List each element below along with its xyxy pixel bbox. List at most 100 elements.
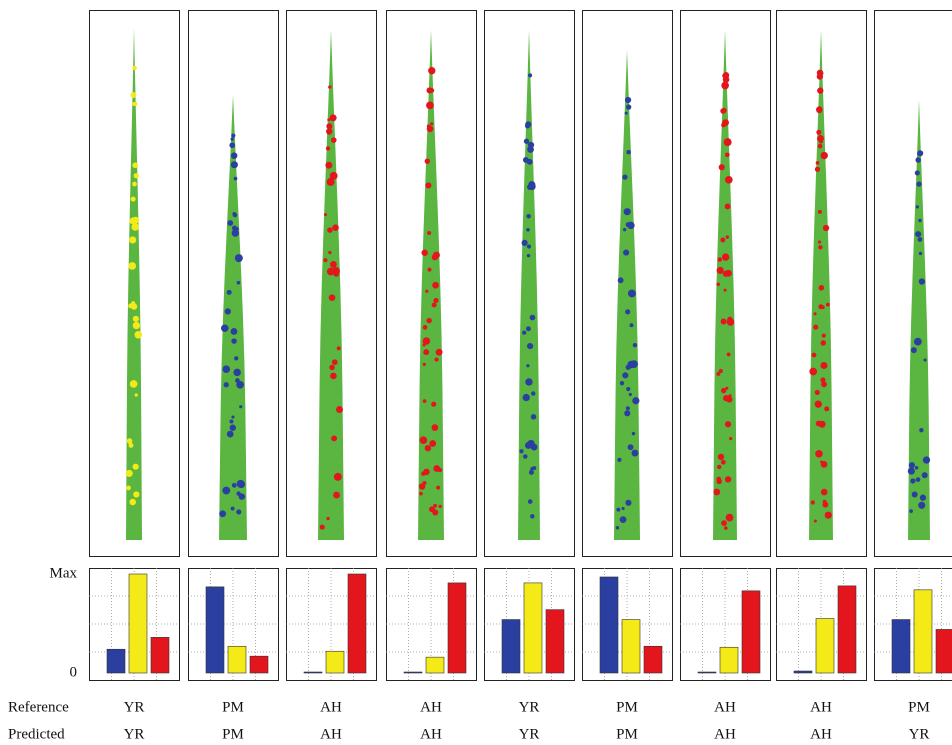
leaf-spot bbox=[630, 363, 633, 366]
leaf-spot bbox=[820, 362, 827, 369]
leaf-spot bbox=[722, 73, 727, 78]
leaf-spot bbox=[231, 507, 235, 511]
leaf-spot bbox=[526, 326, 531, 331]
leaf-spot bbox=[236, 381, 244, 389]
leaf-spot bbox=[915, 157, 921, 163]
leaf-spot bbox=[134, 173, 139, 178]
leaf-spot bbox=[439, 505, 442, 508]
leaf-spot bbox=[727, 318, 735, 326]
leaf-spot bbox=[721, 319, 727, 325]
leaf-spot bbox=[721, 123, 726, 128]
reference-label: AH bbox=[714, 699, 736, 715]
leaf-spot bbox=[912, 491, 918, 497]
leaf-spot bbox=[626, 222, 631, 227]
leaf-spot bbox=[234, 356, 238, 360]
leaf-spot bbox=[425, 290, 428, 293]
leaf-spot bbox=[236, 509, 241, 514]
leaf-spot bbox=[717, 267, 724, 274]
leaf-spot bbox=[721, 82, 729, 90]
leaf-spot bbox=[725, 421, 731, 427]
predicted-label: AH bbox=[714, 726, 736, 742]
leaf-spot bbox=[818, 210, 822, 214]
leaf-spot bbox=[336, 406, 343, 413]
leaf-spot bbox=[816, 161, 820, 165]
leaf-spot bbox=[530, 467, 534, 471]
leaf-spot bbox=[126, 470, 133, 477]
leaf-spot bbox=[908, 467, 915, 474]
leaf-spot bbox=[436, 486, 440, 490]
leaf-spot bbox=[522, 331, 526, 335]
leaf-spot bbox=[632, 432, 635, 435]
leaf-spot bbox=[618, 277, 624, 283]
leaf-spot bbox=[434, 357, 438, 361]
bar bbox=[404, 672, 422, 673]
leaf-spot bbox=[620, 381, 624, 385]
leaf-spot bbox=[919, 278, 925, 284]
leaf-spot bbox=[421, 250, 427, 256]
leaf-spot bbox=[625, 97, 631, 103]
leaf-spot bbox=[630, 323, 634, 327]
leaf-spot bbox=[720, 238, 725, 243]
leaf-spot bbox=[524, 139, 529, 144]
leaf-spot bbox=[815, 401, 822, 408]
y-tick-label: Max bbox=[50, 565, 78, 581]
leaf-spot bbox=[429, 440, 436, 447]
leaf-spot bbox=[326, 128, 332, 134]
leaf bbox=[318, 30, 344, 540]
leaf-spot bbox=[131, 196, 136, 201]
leaf-spot bbox=[811, 500, 815, 504]
leaf-spot bbox=[826, 303, 830, 307]
leaf-spot bbox=[337, 346, 341, 350]
predicted-label: YR bbox=[519, 726, 540, 742]
bar bbox=[502, 620, 520, 673]
leaf-spot bbox=[725, 152, 730, 157]
leaf-spot bbox=[131, 303, 137, 309]
leaf-spot bbox=[225, 308, 231, 314]
leaf-spot bbox=[130, 380, 138, 388]
leaf-spot bbox=[432, 282, 439, 289]
leaf-spot bbox=[221, 324, 229, 332]
leaf-spot bbox=[227, 431, 234, 438]
leaf-spot bbox=[919, 428, 923, 432]
leaf-spot bbox=[129, 236, 136, 243]
leaf-spot bbox=[909, 462, 915, 468]
leaf-spot bbox=[622, 372, 628, 378]
leaf-spot bbox=[625, 112, 628, 115]
leaf-spot bbox=[231, 161, 238, 168]
leaf-spot bbox=[432, 424, 439, 431]
leaf-spot bbox=[530, 514, 534, 518]
bar bbox=[206, 587, 224, 673]
leaf-spot bbox=[432, 302, 437, 307]
leaf-spot bbox=[229, 419, 233, 423]
leaf-spot bbox=[323, 258, 327, 262]
bar bbox=[151, 637, 169, 673]
reference-label: PM bbox=[222, 699, 244, 715]
reference-label: YR bbox=[124, 699, 145, 715]
leaf-spot bbox=[915, 231, 921, 237]
leaf-spot bbox=[227, 220, 233, 226]
leaf-spot bbox=[425, 445, 431, 451]
leaf-spot bbox=[231, 328, 238, 335]
leaf-spot bbox=[624, 410, 630, 416]
leaf-spot bbox=[326, 146, 330, 150]
leaf-spot bbox=[231, 338, 237, 344]
leaf-spot bbox=[433, 252, 440, 259]
leaf-spot bbox=[320, 525, 325, 530]
bar bbox=[622, 620, 640, 673]
leaf-spot bbox=[916, 182, 921, 187]
leaf-spot bbox=[819, 139, 823, 143]
leaf-spot bbox=[330, 261, 337, 268]
leaf-spot bbox=[818, 304, 823, 309]
leaf-spot bbox=[222, 365, 230, 373]
leaf-spot bbox=[421, 471, 426, 476]
leaf-spot bbox=[133, 464, 139, 470]
leaf-spot bbox=[628, 290, 636, 298]
leaf-spot bbox=[918, 502, 925, 509]
leaf-spot bbox=[423, 349, 429, 355]
predicted-label: AH bbox=[420, 726, 442, 742]
reference-label: AH bbox=[320, 699, 342, 715]
y-tick-label: 0 bbox=[70, 664, 78, 680]
leaf-spot bbox=[423, 438, 426, 441]
leaf-spot bbox=[531, 391, 535, 395]
leaf-spot bbox=[525, 123, 530, 128]
